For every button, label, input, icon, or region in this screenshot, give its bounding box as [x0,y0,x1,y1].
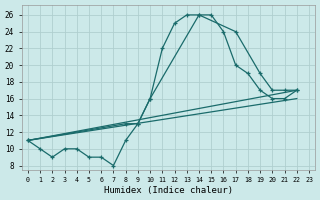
X-axis label: Humidex (Indice chaleur): Humidex (Indice chaleur) [104,186,233,195]
